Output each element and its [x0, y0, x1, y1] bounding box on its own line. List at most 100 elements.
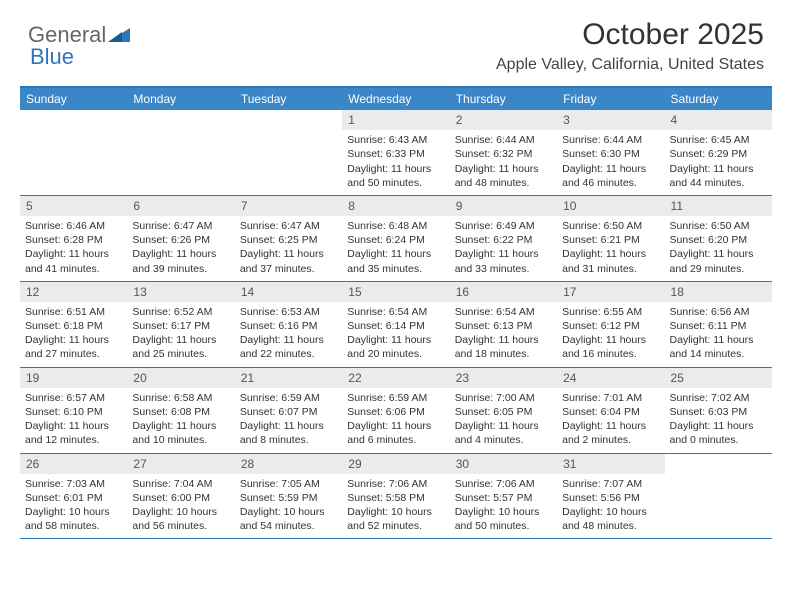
day-number: 25: [665, 368, 772, 388]
sunset-line: Sunset: 6:03 PM: [670, 405, 767, 419]
sunrise-line: Sunrise: 7:01 AM: [562, 391, 659, 405]
day-5: 5Sunrise: 6:46 AMSunset: 6:28 PMDaylight…: [20, 196, 127, 281]
sunset-line: Sunset: 6:17 PM: [132, 319, 229, 333]
week-row: 26Sunrise: 7:03 AMSunset: 6:01 PMDayligh…: [20, 454, 772, 540]
daylight-line: Daylight: 11 hours and 48 minutes.: [455, 162, 552, 190]
day-body: Sunrise: 6:44 AMSunset: 6:32 PMDaylight:…: [450, 130, 557, 195]
day-number: 8: [342, 196, 449, 216]
day-number: 22: [342, 368, 449, 388]
day-10: 10Sunrise: 6:50 AMSunset: 6:21 PMDayligh…: [557, 196, 664, 281]
day-body: Sunrise: 6:57 AMSunset: 6:10 PMDaylight:…: [20, 388, 127, 453]
sunrise-line: Sunrise: 6:47 AM: [240, 219, 337, 233]
month-title: October 2025: [496, 18, 764, 52]
day-body: Sunrise: 7:06 AMSunset: 5:58 PMDaylight:…: [342, 474, 449, 539]
sunrise-line: Sunrise: 6:46 AM: [25, 219, 122, 233]
daylight-line: Daylight: 11 hours and 14 minutes.: [670, 333, 767, 361]
daylight-line: Daylight: 11 hours and 31 minutes.: [562, 247, 659, 275]
daylight-line: Daylight: 11 hours and 41 minutes.: [25, 247, 122, 275]
logo-text-2: Blue: [30, 44, 74, 70]
sunset-line: Sunset: 5:58 PM: [347, 491, 444, 505]
day-number: 14: [235, 282, 342, 302]
day-19: 19Sunrise: 6:57 AMSunset: 6:10 PMDayligh…: [20, 368, 127, 453]
calendar: SundayMondayTuesdayWednesdayThursdayFrid…: [20, 86, 772, 539]
day-number: 30: [450, 454, 557, 474]
weekday-sunday: Sunday: [20, 88, 127, 110]
sunset-line: Sunset: 6:14 PM: [347, 319, 444, 333]
sunrise-line: Sunrise: 7:00 AM: [455, 391, 552, 405]
weekday-friday: Friday: [557, 88, 664, 110]
day-number: 20: [127, 368, 234, 388]
day-27: 27 Sunrise: 7:04 AMSunset: 6:00 PMDayligh…: [127, 454, 234, 539]
daylight-line: Daylight: 11 hours and 50 minutes.: [347, 162, 444, 190]
day-18: 18Sunrise: 6:56 AMSunset: 6:11 PMDayligh…: [665, 282, 772, 367]
daylight-line: Daylight: 11 hours and 44 minutes.: [670, 162, 767, 190]
day-3: 3Sunrise: 6:44 AMSunset: 6:30 PMDaylight…: [557, 110, 664, 195]
day-number: 27: [127, 454, 234, 474]
day-body: Sunrise: 6:50 AMSunset: 6:20 PMDaylight:…: [665, 216, 772, 281]
sunset-line: Sunset: 6:18 PM: [25, 319, 122, 333]
weekday-thursday: Thursday: [450, 88, 557, 110]
day-9: 9Sunrise: 6:49 AMSunset: 6:22 PMDaylight…: [450, 196, 557, 281]
sunset-line: Sunset: 6:01 PM: [25, 491, 122, 505]
daylight-line: Daylight: 11 hours and 29 minutes.: [670, 247, 767, 275]
day-body: Sunrise: 6:49 AMSunset: 6:22 PMDaylight:…: [450, 216, 557, 281]
day-body: Sunrise: 6:48 AMSunset: 6:24 PMDaylight:…: [342, 216, 449, 281]
day-body: Sunrise: 6:50 AMSunset: 6:21 PMDaylight:…: [557, 216, 664, 281]
sunrise-line: Sunrise: 6:44 AM: [455, 133, 552, 147]
day-21: 21Sunrise: 6:59 AMSunset: 6:07 PMDayligh…: [235, 368, 342, 453]
daylight-line: Daylight: 11 hours and 12 minutes.: [25, 419, 122, 447]
day-29: 29Sunrise: 7:06 AMSunset: 5:58 PMDayligh…: [342, 454, 449, 539]
daylight-line: Daylight: 10 hours and 48 minutes.: [562, 505, 659, 533]
day-body: Sunrise: 6:51 AMSunset: 6:18 PMDaylight:…: [20, 302, 127, 367]
sunset-line: Sunset: 5:57 PM: [455, 491, 552, 505]
day-13: 13Sunrise: 6:52 AMSunset: 6:17 PMDayligh…: [127, 282, 234, 367]
sunrise-line: Sunrise: 6:58 AM: [132, 391, 229, 405]
day-number: 5: [20, 196, 127, 216]
sunrise-line: Sunrise: 6:57 AM: [25, 391, 122, 405]
day-body: Sunrise: 6:52 AMSunset: 6:17 PMDaylight:…: [127, 302, 234, 367]
day-number: 16: [450, 282, 557, 302]
day-number: 6: [127, 196, 234, 216]
sunrise-line: Sunrise: 7:03 AM: [25, 477, 122, 491]
daylight-line: Daylight: 11 hours and 37 minutes.: [240, 247, 337, 275]
daylight-line: Daylight: 11 hours and 4 minutes.: [455, 419, 552, 447]
sunset-line: Sunset: 6:12 PM: [562, 319, 659, 333]
day-body: Sunrise: 6:59 AMSunset: 6:06 PMDaylight:…: [342, 388, 449, 453]
sunset-line: Sunset: 5:56 PM: [562, 491, 659, 505]
sunrise-line: Sunrise: 7:04 AM: [132, 477, 229, 491]
daylight-line: Daylight: 11 hours and 46 minutes.: [562, 162, 659, 190]
daylight-line: Daylight: 11 hours and 10 minutes.: [132, 419, 229, 447]
day-30: 30 Sunrise: 7:06 AMSunset: 5:57 PMDayligh…: [450, 454, 557, 539]
daylight-line: Daylight: 10 hours and 56 minutes.: [132, 505, 229, 533]
day-24: 24Sunrise: 7:01 AMSunset: 6:04 PMDayligh…: [557, 368, 664, 453]
daylight-line: Daylight: 10 hours and 50 minutes.: [455, 505, 552, 533]
sunset-line: Sunset: 6:33 PM: [347, 147, 444, 161]
day-4: 4Sunrise: 6:45 AMSunset: 6:29 PMDaylight…: [665, 110, 772, 195]
weekday-saturday: Saturday: [665, 88, 772, 110]
day-body: Sunrise: 6:54 AMSunset: 6:14 PMDaylight:…: [342, 302, 449, 367]
day-26: 26Sunrise: 7:03 AMSunset: 6:01 PMDayligh…: [20, 454, 127, 539]
day-body: Sunrise: 6:55 AMSunset: 6:12 PMDaylight:…: [557, 302, 664, 367]
day-body: Sunrise: 7:05 AMSunset: 5:59 PMDaylight:…: [235, 474, 342, 539]
day-body: Sunrise: 6:46 AMSunset: 6:28 PMDaylight:…: [20, 216, 127, 281]
day-17: 17Sunrise: 6:55 AMSunset: 6:12 PMDayligh…: [557, 282, 664, 367]
day-number: 21: [235, 368, 342, 388]
sunrise-line: Sunrise: 7:02 AM: [670, 391, 767, 405]
week-row: 12Sunrise: 6:51 AMSunset: 6:18 PMDayligh…: [20, 282, 772, 368]
day-2: 2Sunrise: 6:44 AMSunset: 6:32 PMDaylight…: [450, 110, 557, 195]
sunset-line: Sunset: 6:07 PM: [240, 405, 337, 419]
sunset-line: Sunset: 6:04 PM: [562, 405, 659, 419]
daylight-line: Daylight: 10 hours and 52 minutes.: [347, 505, 444, 533]
sunset-line: Sunset: 6:06 PM: [347, 405, 444, 419]
sunrise-line: Sunrise: 6:47 AM: [132, 219, 229, 233]
sunrise-line: Sunrise: 7:06 AM: [347, 477, 444, 491]
day-body: Sunrise: 6:43 AMSunset: 6:33 PMDaylight:…: [342, 130, 449, 195]
day-31: 31Sunrise: 7:07 AMSunset: 5:56 PMDayligh…: [557, 454, 664, 539]
day-body: Sunrise: 6:54 AMSunset: 6:13 PMDaylight:…: [450, 302, 557, 367]
day-number: 17: [557, 282, 664, 302]
sunrise-line: Sunrise: 7:06 AM: [455, 477, 552, 491]
sunrise-line: Sunrise: 6:49 AM: [455, 219, 552, 233]
sunset-line: Sunset: 6:00 PM: [132, 491, 229, 505]
day-number: 13: [127, 282, 234, 302]
daylight-line: Daylight: 11 hours and 2 minutes.: [562, 419, 659, 447]
